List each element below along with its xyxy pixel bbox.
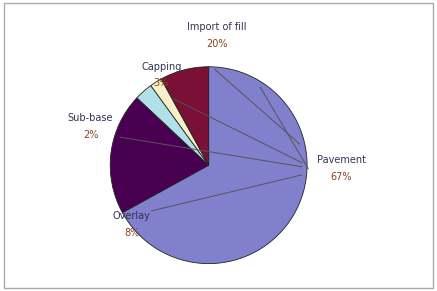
Text: Import of fill: Import of fill: [187, 22, 246, 32]
Text: 67%: 67%: [331, 172, 352, 182]
Wedge shape: [151, 79, 208, 165]
Wedge shape: [161, 67, 208, 165]
Text: Capping: Capping: [141, 62, 182, 72]
Wedge shape: [137, 86, 208, 165]
Wedge shape: [110, 98, 208, 213]
Text: 8%: 8%: [124, 228, 139, 238]
Text: Sub-base: Sub-base: [68, 113, 113, 123]
Wedge shape: [122, 67, 307, 264]
Text: 20%: 20%: [206, 39, 227, 49]
Text: 2%: 2%: [83, 130, 98, 140]
Text: Overlay: Overlay: [113, 211, 151, 221]
Text: Pavement: Pavement: [317, 155, 366, 165]
Text: 3%: 3%: [154, 79, 169, 88]
